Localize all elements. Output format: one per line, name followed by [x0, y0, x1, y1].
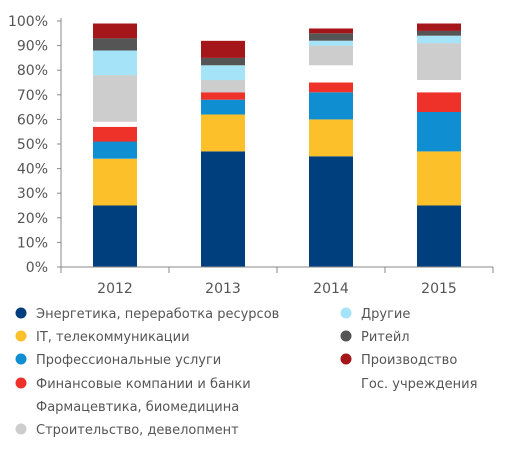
legend-label: Ритейл	[361, 330, 410, 345]
legend-label: IT, телекоммуникации	[36, 330, 190, 345]
legend-marker	[340, 330, 352, 342]
bar-segment-2014-2	[309, 92, 353, 120]
legend-marker	[340, 307, 352, 319]
legend-marker	[15, 423, 27, 435]
legend: Энергетика, переработка ресурсов IT, теле…	[15, 307, 477, 438]
legend-label: Фармацевтика, биомедицина	[36, 400, 239, 415]
y-tick-label: 10%	[17, 235, 48, 251]
legend-marker	[15, 307, 27, 319]
bar-segment-2015-9	[417, 21, 461, 24]
legend-label: Профессиональные услуги	[36, 353, 221, 368]
bar-segment-2013-9	[201, 21, 245, 41]
legend-label: Производство	[361, 353, 457, 368]
legend-label: Строительство, девелопмент	[36, 423, 239, 438]
bar-segment-2015-1	[417, 151, 461, 206]
bar-segment-2012-6	[93, 50, 137, 76]
y-tick-label: 30%	[17, 186, 48, 202]
legend-label: Другие	[361, 307, 410, 322]
bar-segment-2013-2	[201, 99, 245, 115]
bar-segment-2014-1	[309, 119, 353, 157]
y-tick-label: 0%	[26, 260, 48, 276]
y-tick-label: 60%	[17, 112, 48, 128]
bar-segment-2015-0	[417, 205, 461, 267]
bar-segment-2014-7	[309, 33, 353, 41]
bar-segment-2012-8	[93, 23, 137, 39]
y-tick-label: 40%	[17, 162, 48, 178]
bar-segment-2013-1	[201, 114, 245, 152]
bar-segment-2014-9	[309, 21, 353, 29]
bar-segment-2015-5	[417, 43, 461, 80]
bar-segment-2012-0	[93, 205, 137, 267]
bar-segment-2015-6	[417, 35, 461, 44]
bar-segment-2012-1	[93, 158, 137, 206]
bar-segment-2012-2	[93, 141, 137, 159]
axes-layer: 0% 10% 20% 30% 40% 50% 60% 70% 80% 90% 100% 2012 201…	[8, 14, 494, 297]
bar-segment-2013-3	[201, 92, 245, 100]
bar-segment-2013-6	[201, 65, 245, 81]
x-tick-label: 2013	[205, 281, 241, 297]
bar-segment-2013-8	[201, 40, 245, 58]
bar-segment-2012-4	[93, 121, 137, 127]
bar-segment-2013-7	[201, 57, 245, 66]
bar-segment-2015-2	[417, 112, 461, 152]
x-tick-label: 2014	[313, 281, 349, 297]
x-tick-label: 2015	[421, 281, 457, 297]
legend-marker	[15, 330, 27, 342]
bar-segment-2012-7	[93, 38, 137, 51]
bars-layer	[93, 21, 461, 267]
legend-marker	[340, 353, 352, 365]
y-tick-label: 80%	[17, 63, 48, 79]
legend-label: Финансовые компании и банки	[36, 377, 251, 392]
bar-segment-2013-0	[201, 151, 245, 267]
bar-segment-2012-3	[93, 126, 137, 142]
y-tick-label: 50%	[17, 137, 48, 153]
bar-segment-2012-9	[93, 21, 137, 24]
bar-segment-2014-3	[309, 82, 353, 93]
legend-marker	[15, 353, 27, 365]
bar-segment-2014-5	[309, 45, 353, 66]
bar-segment-2014-8	[309, 28, 353, 34]
legend-label: Гос. учреждения	[361, 377, 477, 392]
bar-segment-2015-8	[417, 23, 461, 31]
bar-segment-2014-4	[309, 65, 353, 83]
bar-segment-2014-0	[309, 156, 353, 267]
y-tick-label: 70%	[17, 88, 48, 104]
x-tick-label: 2012	[97, 281, 133, 297]
bar-segment-2012-5	[93, 75, 137, 122]
legend-marker	[15, 377, 27, 389]
bar-segment-2015-3	[417, 92, 461, 112]
legend-label: Энергетика, переработка ресурсов	[36, 307, 279, 322]
bar-segment-2013-5	[201, 80, 245, 93]
bar-segment-2015-4	[417, 80, 461, 93]
y-tick-label: 100%	[8, 14, 48, 30]
y-tick-label: 20%	[17, 211, 48, 227]
bar-segment-2015-7	[417, 30, 461, 36]
bar-segment-2014-6	[309, 40, 353, 46]
y-tick-label: 90%	[17, 39, 48, 55]
